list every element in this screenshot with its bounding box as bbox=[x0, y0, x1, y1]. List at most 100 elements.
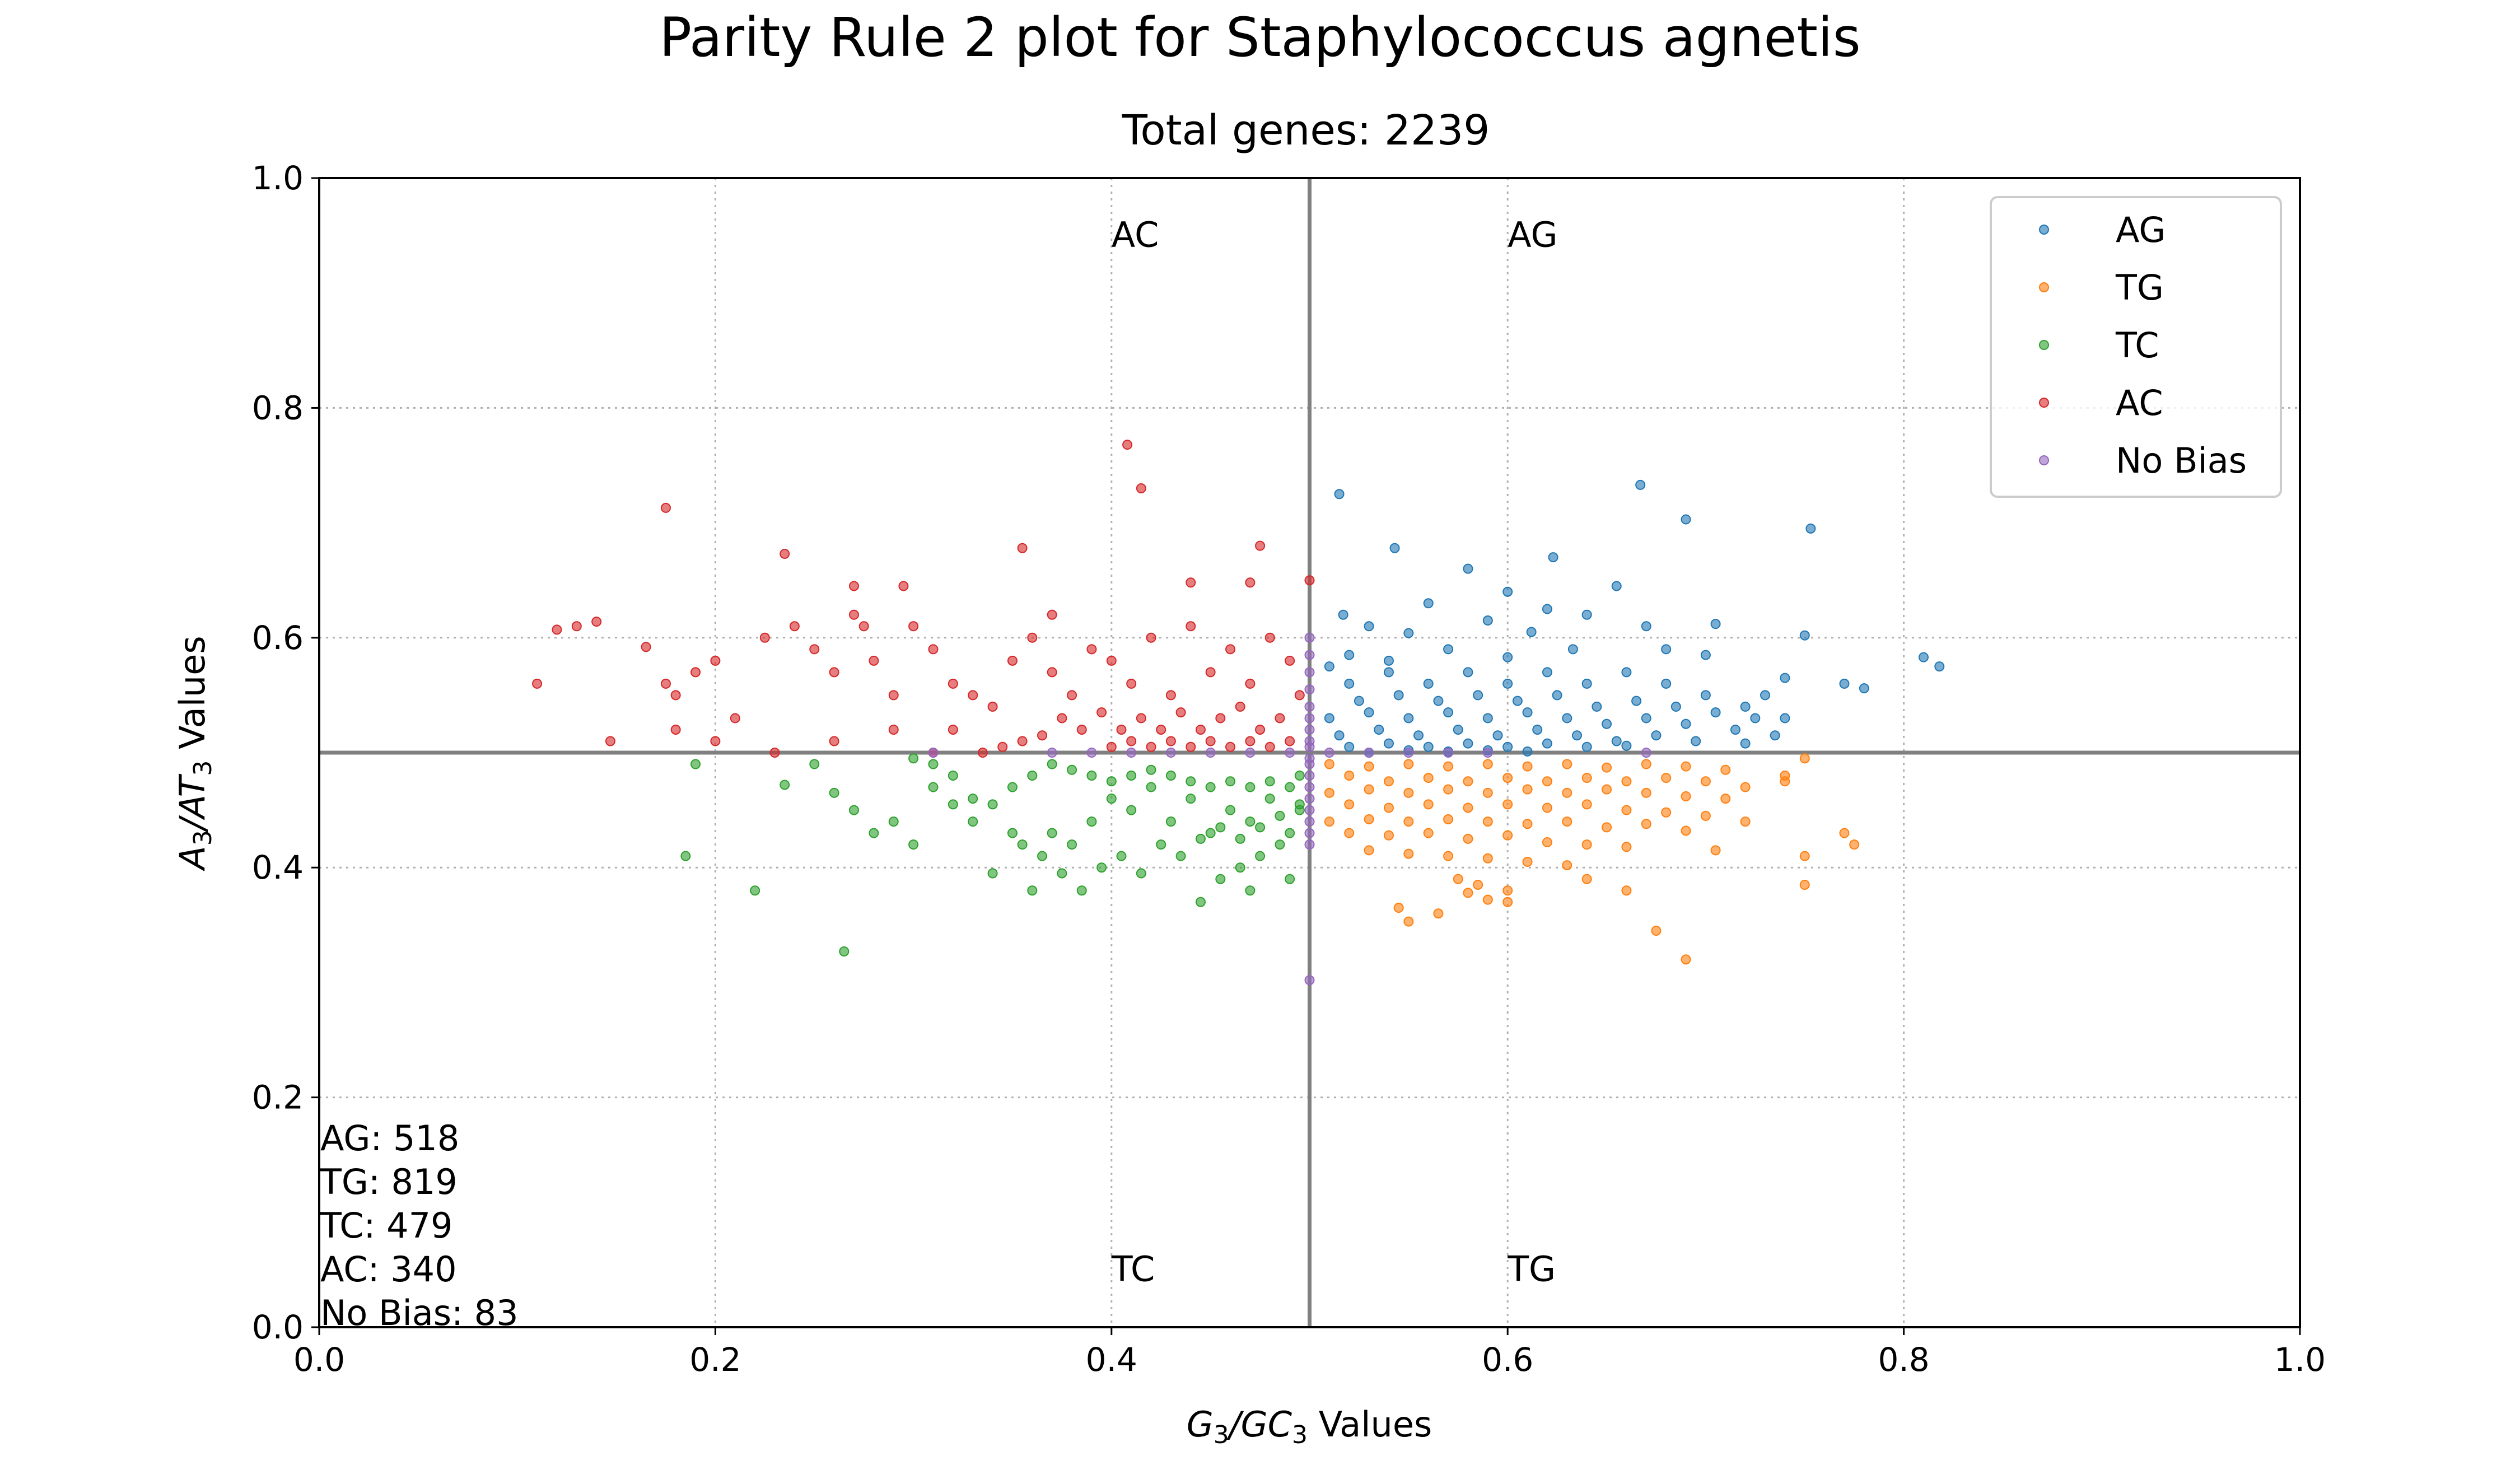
data-point bbox=[571, 621, 582, 632]
data-point bbox=[1007, 828, 1018, 838]
data-point bbox=[1661, 773, 1672, 783]
data-point bbox=[1007, 782, 1018, 792]
data-point bbox=[948, 724, 958, 735]
data-point bbox=[1681, 514, 1691, 525]
data-point bbox=[1324, 787, 1334, 798]
data-point bbox=[1740, 738, 1751, 749]
data-point bbox=[1374, 724, 1384, 735]
data-point bbox=[1522, 761, 1533, 772]
data-point bbox=[1195, 833, 1206, 844]
data-point bbox=[1275, 810, 1285, 821]
data-points bbox=[532, 440, 1945, 986]
data-point bbox=[1581, 773, 1592, 783]
data-point bbox=[1304, 828, 1315, 838]
data-point bbox=[1641, 759, 1651, 769]
gene-count-line: AG: 518 bbox=[320, 1118, 459, 1159]
data-point bbox=[1542, 604, 1552, 614]
data-point bbox=[1562, 787, 1572, 798]
data-point bbox=[1681, 761, 1691, 772]
data-point bbox=[1264, 776, 1275, 787]
data-point bbox=[1116, 851, 1127, 861]
data-point bbox=[1304, 839, 1315, 850]
data-point bbox=[1175, 707, 1186, 718]
data-point bbox=[1383, 830, 1394, 841]
data-point bbox=[1106, 655, 1117, 666]
data-point bbox=[1403, 759, 1414, 769]
data-point bbox=[1403, 916, 1414, 927]
data-point bbox=[1681, 791, 1691, 801]
data-point bbox=[968, 690, 978, 701]
data-point bbox=[1225, 644, 1236, 655]
data-point bbox=[1522, 746, 1533, 757]
data-point bbox=[1602, 762, 1612, 773]
data-point bbox=[1165, 771, 1176, 781]
data-point bbox=[1423, 799, 1434, 810]
gene-count-line: TC: 479 bbox=[320, 1205, 452, 1246]
data-point bbox=[1264, 794, 1275, 804]
data-point bbox=[591, 617, 602, 627]
data-point bbox=[1482, 816, 1493, 827]
data-point bbox=[1195, 724, 1206, 735]
data-point bbox=[928, 748, 939, 758]
data-point bbox=[1086, 644, 1097, 655]
legend-label: TG bbox=[2115, 267, 2164, 308]
data-point bbox=[1799, 630, 1810, 641]
data-point bbox=[1383, 802, 1394, 813]
data-point bbox=[680, 851, 691, 861]
data-point bbox=[1681, 825, 1691, 836]
data-point bbox=[1136, 713, 1146, 724]
data-point bbox=[1076, 885, 1087, 896]
data-point bbox=[1106, 794, 1117, 804]
data-point bbox=[730, 713, 740, 724]
data-point bbox=[1482, 615, 1493, 626]
data-point bbox=[1482, 853, 1493, 864]
data-point bbox=[948, 771, 958, 781]
data-point bbox=[1681, 954, 1691, 965]
data-point bbox=[1338, 609, 1348, 620]
series-tg bbox=[1324, 753, 1860, 965]
data-point bbox=[1186, 577, 1196, 588]
data-point bbox=[869, 828, 879, 838]
data-point bbox=[1106, 776, 1117, 787]
data-point bbox=[1344, 828, 1355, 838]
data-point bbox=[1389, 543, 1400, 553]
data-point bbox=[1700, 690, 1711, 701]
data-point bbox=[1710, 707, 1721, 718]
y-tick-label: 0.2 bbox=[252, 1079, 304, 1117]
data-point bbox=[1245, 678, 1256, 689]
chart-subtitle: Total genes: 2239 bbox=[1122, 106, 1490, 155]
data-point bbox=[1433, 696, 1444, 706]
data-point bbox=[1047, 609, 1057, 620]
data-point bbox=[1502, 885, 1513, 896]
data-point bbox=[1245, 736, 1256, 746]
data-point bbox=[1393, 690, 1404, 701]
data-point bbox=[1635, 479, 1646, 490]
data-point bbox=[1126, 805, 1137, 815]
data-point bbox=[1740, 816, 1751, 827]
series-no-bias bbox=[928, 632, 1651, 986]
data-point bbox=[1304, 632, 1315, 643]
data-point bbox=[1581, 609, 1592, 620]
data-point bbox=[1334, 489, 1345, 500]
data-point bbox=[1324, 661, 1334, 672]
data-point bbox=[1453, 724, 1463, 735]
data-point bbox=[848, 609, 859, 620]
data-point bbox=[1304, 782, 1315, 792]
data-point bbox=[1740, 701, 1751, 712]
data-point bbox=[908, 839, 919, 850]
data-point bbox=[1780, 713, 1790, 724]
data-point bbox=[690, 667, 701, 678]
data-point bbox=[1463, 833, 1473, 844]
data-point bbox=[1186, 776, 1196, 787]
data-point bbox=[1651, 730, 1662, 741]
data-point bbox=[1364, 748, 1374, 758]
data-point bbox=[1344, 678, 1355, 689]
data-point bbox=[1383, 738, 1394, 749]
data-point bbox=[1294, 771, 1305, 781]
data-point bbox=[1122, 440, 1133, 450]
data-point bbox=[1255, 822, 1266, 833]
data-point bbox=[670, 724, 681, 735]
data-point bbox=[1780, 776, 1790, 787]
